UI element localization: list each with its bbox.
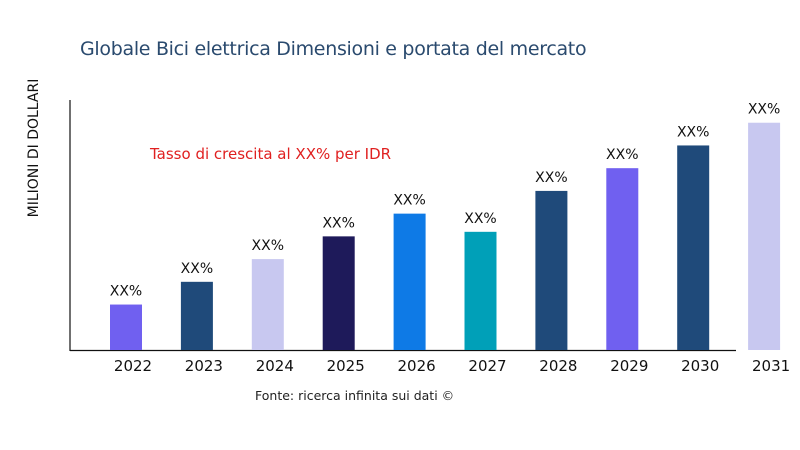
x-tick-label-2025: 2025 [327,357,365,375]
data-label-2025: XX% [322,215,354,231]
bar-2030 [677,145,710,350]
data-label-2022: XX% [110,284,142,300]
bar-2025 [322,236,355,350]
x-tick-label-2022: 2022 [114,357,152,375]
bar-2028 [535,190,568,350]
data-label-2030: XX% [677,124,709,140]
data-label-2029: XX% [606,147,638,163]
bar-2024 [251,259,284,350]
data-label-2024: XX% [252,238,284,254]
x-tick-label-2026: 2026 [398,357,436,375]
data-label-2027: XX% [464,211,496,227]
chart-title: Globale Bici elettrica Dimensioni e port… [80,38,587,60]
x-tick-label-2028: 2028 [539,357,577,375]
data-label-2026: XX% [393,193,425,209]
data-label-2023: XX% [181,261,213,277]
x-tick-label-2027: 2027 [468,357,506,375]
bar-2031 [748,122,781,351]
bar-2022 [110,304,142,350]
growth-annotation: Tasso di crescita al XX% per IDR [150,145,392,163]
x-tick-label-2031: 2031 [752,357,790,375]
x-tick-label-2023: 2023 [185,357,223,375]
bar-2027 [464,231,497,350]
data-label-2028: XX% [535,170,567,186]
data-label-2031: XX% [748,102,780,118]
x-tick-label-2029: 2029 [610,357,648,375]
bar-2026 [393,213,426,350]
x-tick-label-2024: 2024 [256,357,294,375]
x-tick-label-2030: 2030 [681,357,719,375]
bar-2029 [606,168,639,350]
source-note: Fonte: ricerca infinita sui dati © [255,388,455,403]
bar-2023 [180,281,213,350]
